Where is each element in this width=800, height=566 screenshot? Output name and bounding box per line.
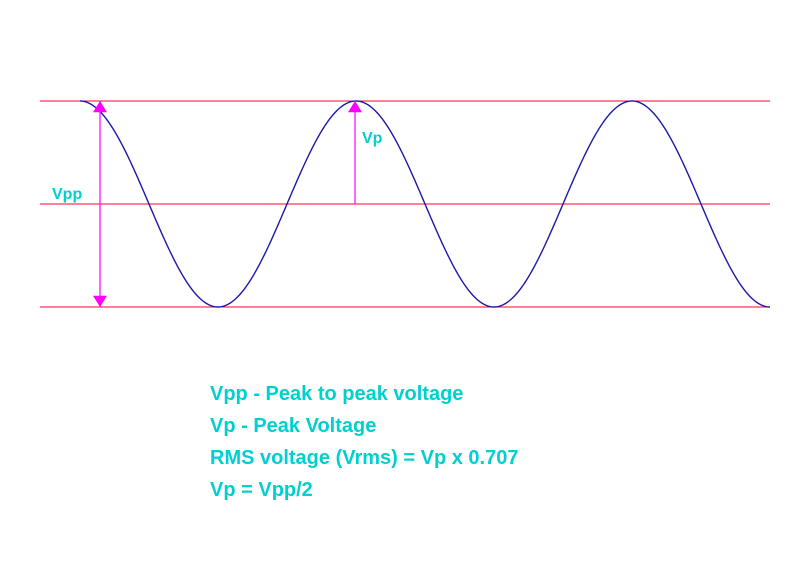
- vp-label: Vp: [362, 130, 382, 148]
- legend-line: RMS voltage (Vrms) = Vp x 0.707: [210, 444, 518, 472]
- legend-block: Vpp - Peak to peak voltage Vp - Peak Vol…: [210, 380, 518, 508]
- diagram-container: { "canvas": { "width": 800, "height": 56…: [0, 0, 800, 566]
- legend-line: Vp - Peak Voltage: [210, 412, 518, 440]
- legend-line: Vpp - Peak to peak voltage: [210, 380, 518, 408]
- vpp-label: Vpp: [52, 186, 82, 204]
- legend-line: Vp = Vpp/2: [210, 476, 518, 504]
